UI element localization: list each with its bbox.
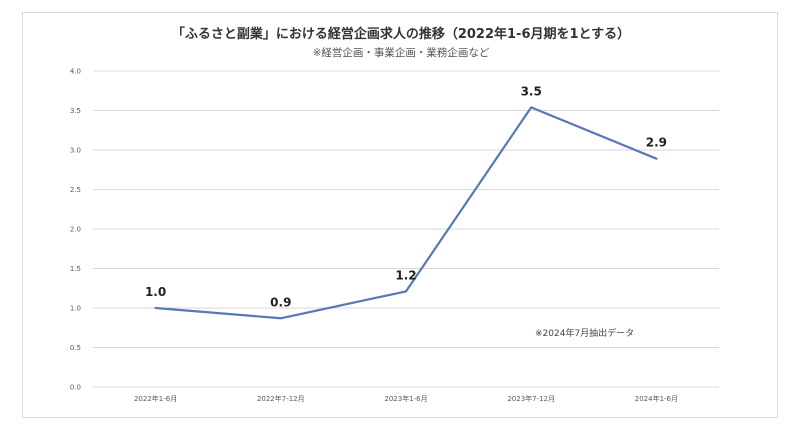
x-tick-label: 2024年1-6月 — [635, 394, 678, 403]
y-axis-ticks: 0.0 0.5 1.0 1.5 2.0 2.5 3.0 3.5 4.0 — [70, 68, 81, 392]
y-tick-label: 3.0 — [70, 147, 81, 155]
y-tick-label: 1.5 — [70, 265, 81, 273]
data-label: 1.2 — [395, 268, 416, 282]
data-labels: 1.0 0.9 1.2 3.5 2.9 — [145, 84, 667, 309]
data-label: 0.9 — [270, 295, 291, 309]
y-tick-label: 4.0 — [70, 68, 81, 76]
x-axis-ticks: 2022年1-6月 2022年7-12月 2023年1-6月 2023年7-12月 20… — [134, 394, 678, 403]
chart-annotation: ※2024年7月抽出データ — [535, 327, 634, 339]
chart-title: 「ふるさと副業」における経営企画求人の推移（2022年1-6月期を1とする） — [171, 27, 631, 42]
y-tick-label: 0.5 — [70, 344, 81, 352]
data-label: 2.9 — [646, 136, 667, 150]
chart-subtitle: ※経営企画・事業企画・業務企画など — [312, 47, 490, 59]
series-line — [154, 106, 658, 320]
data-label: 1.0 — [145, 285, 166, 299]
y-tick-label: 1.0 — [70, 305, 81, 313]
chart-plot: 0.00.51.01.52.02.53.03.54.0 2022年1-6月 202… — [70, 68, 719, 403]
y-tick-label: 0.0 — [70, 384, 81, 392]
y-tick-label: 2.0 — [70, 226, 81, 234]
data-label: 3.5 — [521, 84, 542, 98]
series-lines — [154, 106, 658, 320]
x-tick-label: 2022年1-6月 — [134, 394, 177, 403]
y-tick-label: 2.5 — [70, 186, 81, 194]
y-tick-label: 3.5 — [70, 107, 81, 115]
chart-frame: 「ふるさと副業」における経営企画求人の推移（2022年1-6月期を1とする） ※… — [22, 12, 778, 418]
x-tick-label: 2022年7-12月 — [257, 394, 305, 403]
x-tick-label: 2023年1-6月 — [384, 394, 427, 403]
grid-lines — [93, 70, 719, 388]
x-tick-label: 2023年7-12月 — [507, 394, 555, 403]
